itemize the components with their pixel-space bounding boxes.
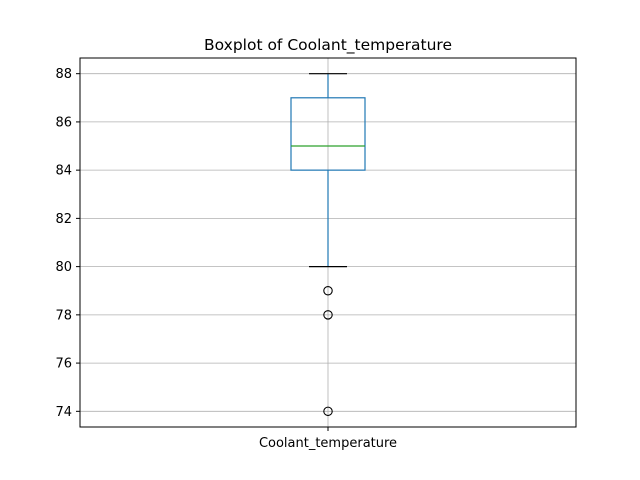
x-tick-label: Coolant_temperature [259,436,397,451]
y-tick-label: 78 [55,308,72,323]
y-tick-label: 88 [55,67,72,82]
outlier-point [323,406,333,417]
y-tick-label: 80 [55,260,72,275]
iqr-box [290,97,366,171]
data-layer [290,73,366,417]
y-tick-label: 84 [55,164,72,179]
y-tick-label: 74 [55,405,72,420]
y-tick-label: 86 [55,115,72,130]
outlier-point [323,285,333,296]
outlier-point [323,310,333,320]
chart-title: Boxplot of Coolant_temperature [204,36,452,55]
y-tick-label: 82 [55,212,72,227]
axis-layer: 74 76 78 80 82 84 86 88 Coolant_temperature [55,57,577,451]
y-tick-label: 76 [55,357,72,372]
